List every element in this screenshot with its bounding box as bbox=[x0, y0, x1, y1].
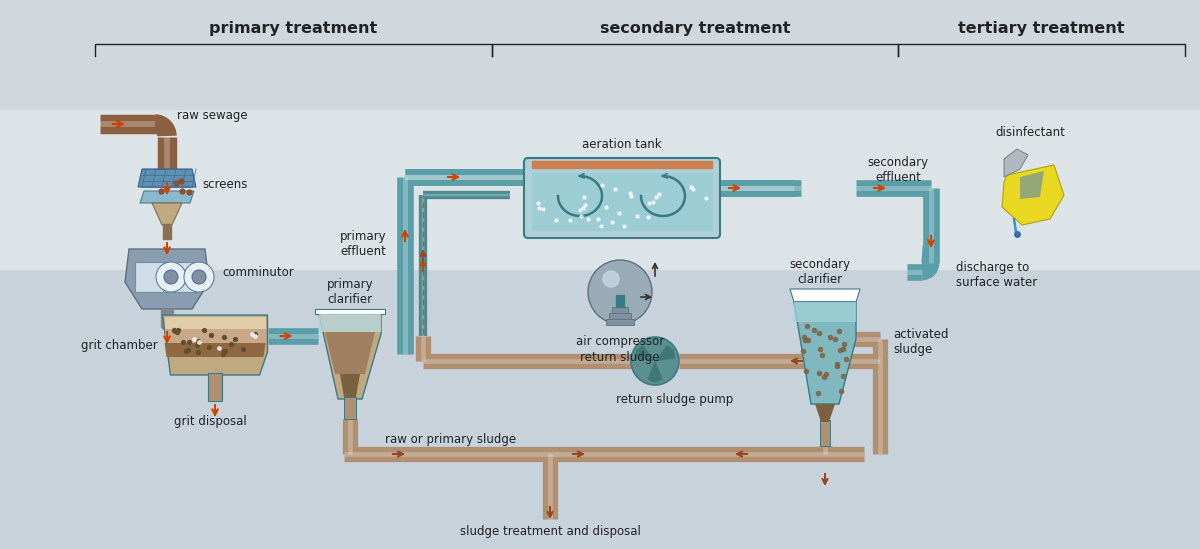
Bar bbox=[606, 319, 634, 325]
Polygon shape bbox=[815, 404, 835, 422]
Polygon shape bbox=[1004, 149, 1028, 177]
Text: secondary
clarifier: secondary clarifier bbox=[790, 258, 851, 286]
Text: grit chamber: grit chamber bbox=[80, 339, 157, 351]
Circle shape bbox=[164, 270, 178, 284]
Text: primary
effluent: primary effluent bbox=[340, 230, 386, 258]
FancyBboxPatch shape bbox=[524, 158, 720, 238]
Bar bbox=[612, 307, 628, 313]
Bar bbox=[344, 397, 356, 419]
Text: secondary treatment: secondary treatment bbox=[600, 20, 791, 36]
Text: sludge treatment and disposal: sludge treatment and disposal bbox=[460, 524, 641, 537]
Polygon shape bbox=[125, 249, 209, 309]
Bar bbox=[0, 109, 1200, 269]
Text: raw or primary sludge: raw or primary sludge bbox=[385, 433, 516, 445]
Bar bbox=[163, 224, 172, 239]
Polygon shape bbox=[1002, 165, 1064, 225]
Polygon shape bbox=[794, 302, 856, 404]
Polygon shape bbox=[647, 361, 662, 383]
Bar bbox=[532, 173, 712, 230]
Text: screens: screens bbox=[202, 178, 247, 192]
Polygon shape bbox=[319, 314, 382, 399]
Bar bbox=[610, 313, 631, 319]
Polygon shape bbox=[134, 262, 170, 292]
Circle shape bbox=[588, 260, 652, 324]
Polygon shape bbox=[319, 314, 382, 332]
Polygon shape bbox=[794, 302, 856, 322]
Circle shape bbox=[192, 270, 206, 284]
Polygon shape bbox=[138, 169, 196, 187]
Bar bbox=[161, 309, 173, 327]
Text: activated
sludge: activated sludge bbox=[893, 328, 948, 356]
Circle shape bbox=[156, 262, 186, 292]
Bar bbox=[314, 309, 385, 314]
Bar bbox=[208, 373, 222, 401]
Polygon shape bbox=[655, 345, 674, 361]
Text: return sludge: return sludge bbox=[581, 350, 660, 363]
Polygon shape bbox=[162, 315, 268, 375]
Text: primary treatment: primary treatment bbox=[209, 20, 378, 36]
Text: air compressor: air compressor bbox=[576, 335, 664, 349]
Bar bbox=[616, 295, 624, 307]
Bar bbox=[0, 0, 1200, 109]
Text: raw sewage: raw sewage bbox=[178, 109, 247, 122]
Polygon shape bbox=[164, 343, 265, 357]
Polygon shape bbox=[1020, 171, 1044, 199]
Polygon shape bbox=[635, 345, 655, 361]
Text: tertiary treatment: tertiary treatment bbox=[959, 20, 1124, 36]
Polygon shape bbox=[164, 329, 265, 343]
Text: comminutor: comminutor bbox=[222, 266, 294, 278]
Bar bbox=[820, 420, 830, 446]
Polygon shape bbox=[340, 374, 360, 397]
Polygon shape bbox=[163, 262, 199, 292]
Polygon shape bbox=[152, 203, 182, 225]
Text: discharge to
surface water: discharge to surface water bbox=[956, 261, 1037, 289]
Text: grit disposal: grit disposal bbox=[174, 416, 246, 429]
Bar bbox=[532, 161, 712, 168]
Polygon shape bbox=[164, 317, 265, 329]
Text: primary
clarifier: primary clarifier bbox=[326, 278, 373, 306]
Text: secondary
effluent: secondary effluent bbox=[868, 156, 929, 184]
Circle shape bbox=[631, 337, 679, 385]
Text: return sludge pump: return sludge pump bbox=[617, 393, 733, 406]
Text: disinfectant: disinfectant bbox=[995, 126, 1064, 138]
Circle shape bbox=[604, 271, 619, 287]
Polygon shape bbox=[325, 332, 374, 374]
Polygon shape bbox=[790, 289, 860, 302]
Circle shape bbox=[184, 262, 214, 292]
Text: aeration tank: aeration tank bbox=[582, 137, 662, 150]
Polygon shape bbox=[140, 191, 194, 203]
